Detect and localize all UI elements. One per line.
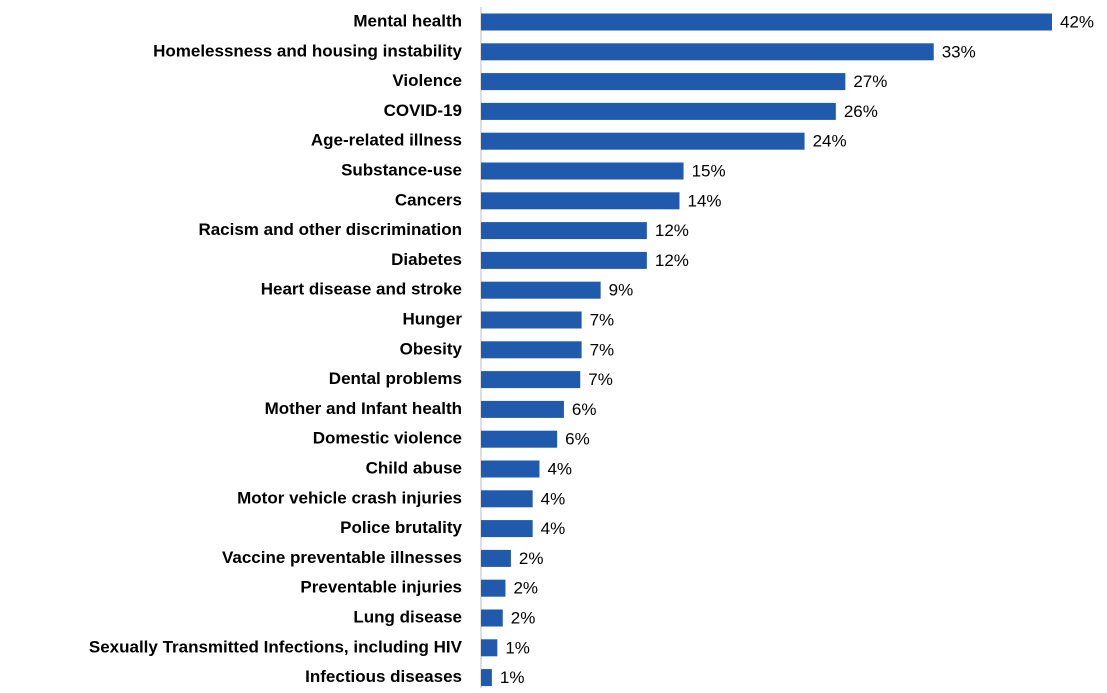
bar [481, 400, 564, 418]
value-label: 33% [942, 42, 976, 61]
bar [481, 669, 492, 687]
category-label: Cancers [395, 190, 462, 209]
bar [481, 73, 846, 91]
bar [481, 341, 582, 359]
value-label: 7% [590, 340, 615, 359]
category-label: Hunger [403, 309, 463, 328]
category-label: Dental problems [329, 369, 462, 388]
bar [481, 639, 498, 657]
value-label: 9% [609, 281, 634, 300]
bar [481, 579, 506, 597]
value-label: 12% [655, 251, 689, 270]
category-label: Preventable injuries [300, 578, 462, 597]
category-label: Domestic violence [313, 429, 462, 448]
value-label: 2% [511, 608, 536, 627]
category-label: Lung disease [353, 607, 462, 626]
bar [481, 162, 684, 180]
category-label: Mental health [353, 11, 462, 30]
bar [481, 222, 647, 240]
category-label: Obesity [400, 339, 463, 358]
bar [481, 102, 836, 120]
bar [481, 13, 1052, 31]
value-label: 2% [513, 579, 538, 598]
bar [481, 430, 558, 448]
bar [481, 371, 581, 389]
category-label: Homelessness and housing instability [153, 41, 462, 60]
category-label: Child abuse [366, 458, 462, 477]
value-label: 24% [813, 132, 847, 151]
value-label: 4% [541, 519, 566, 538]
value-label: 7% [590, 310, 615, 329]
bar [481, 132, 805, 150]
bar [481, 251, 647, 269]
value-label: 12% [655, 221, 689, 240]
value-label: 4% [547, 459, 572, 478]
value-label: 6% [565, 430, 590, 449]
value-label: 1% [500, 668, 525, 687]
category-label: Diabetes [391, 250, 462, 269]
category-label: Substance-use [341, 160, 462, 179]
category-label: Violence [392, 71, 462, 90]
bar [481, 520, 533, 538]
bar [481, 549, 511, 567]
bar [481, 281, 601, 299]
category-label: Sexually Transmitted Infections, includi… [89, 637, 463, 656]
category-label: Vaccine preventable illnesses [222, 548, 462, 567]
category-label: Police brutality [340, 518, 462, 537]
bar [481, 490, 533, 508]
value-label: 14% [687, 191, 721, 210]
value-label: 1% [505, 638, 530, 657]
category-label: Mother and Infant health [265, 399, 462, 418]
value-label: 27% [853, 72, 887, 91]
value-label: 42% [1060, 12, 1094, 31]
bar [481, 43, 934, 61]
value-label: 15% [692, 161, 726, 180]
category-label: COVID-19 [384, 101, 462, 120]
value-label: 2% [519, 549, 544, 568]
category-label: Motor vehicle crash injuries [237, 488, 462, 507]
value-label: 7% [588, 370, 613, 389]
bar [481, 311, 582, 329]
category-label: Infectious diseases [305, 667, 462, 686]
value-label: 26% [844, 102, 878, 121]
category-label: Heart disease and stroke [261, 280, 462, 299]
value-label: 6% [572, 400, 597, 419]
category-label: Age-related illness [311, 131, 462, 150]
bar [481, 192, 680, 210]
category-label: Racism and other discrimination [198, 220, 462, 239]
bar [481, 460, 540, 478]
value-label: 4% [541, 489, 566, 508]
bar [481, 609, 503, 627]
